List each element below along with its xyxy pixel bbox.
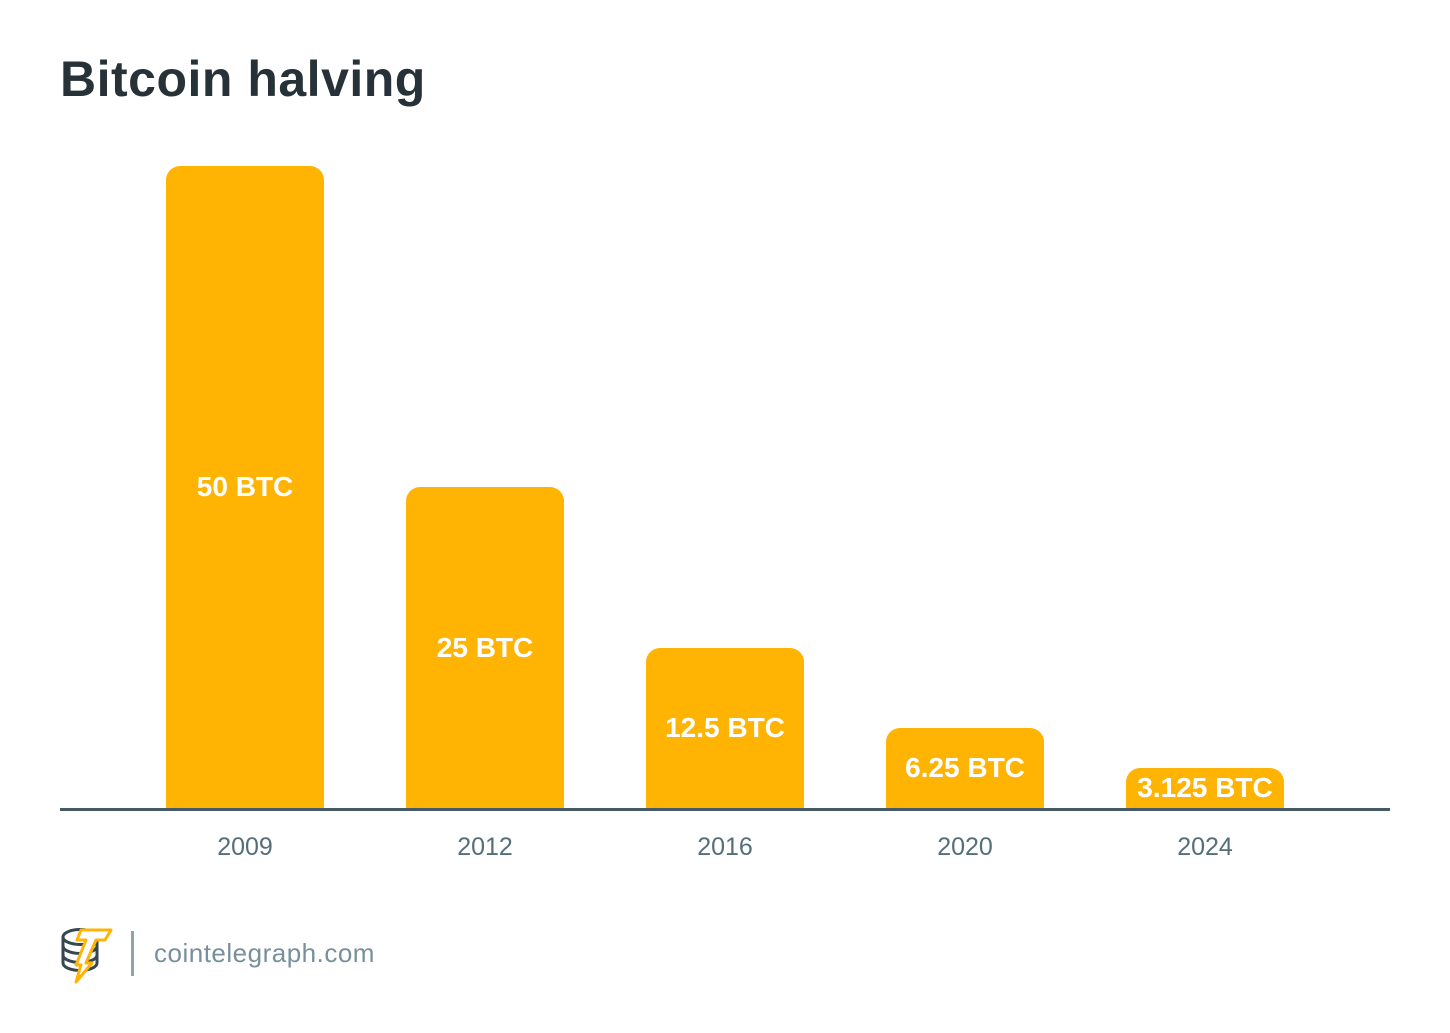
bar-2024: 3.125 BTC: [1126, 767, 1284, 808]
cointelegraph-logo-icon: [61, 928, 113, 984]
bar-value-label: 12.5 BTC: [665, 711, 785, 743]
bar-2016: 12.5 BTC: [646, 647, 804, 808]
x-tick-2020: 2020: [937, 833, 993, 861]
lightning-bolt-icon: [74, 928, 113, 984]
bar-2020: 6.25 BTC: [886, 727, 1044, 808]
x-tick-2012: 2012: [457, 833, 513, 861]
bar-value-label: 50 BTC: [196, 471, 294, 502]
footer-site-text: cointelegraph.com: [154, 937, 375, 968]
footer-divider: [131, 930, 134, 976]
chart-title: Bitcoin halving: [60, 51, 426, 107]
x-tick-2024: 2024: [1177, 833, 1233, 861]
bar-2009: 50 BTC: [166, 166, 324, 808]
x-tick-2009: 2009: [217, 833, 273, 861]
bar-2012: 25 BTC: [406, 487, 564, 808]
x-tick-2016: 2016: [697, 833, 753, 861]
footer: cointelegraph.com: [55, 918, 375, 988]
bar-value-label: 25 BTC: [436, 631, 534, 663]
bar-value-label: 3.125 BTC: [1137, 771, 1273, 803]
bar-value-label: 6.25 BTC: [905, 751, 1025, 783]
x-axis-line: [60, 808, 1390, 811]
